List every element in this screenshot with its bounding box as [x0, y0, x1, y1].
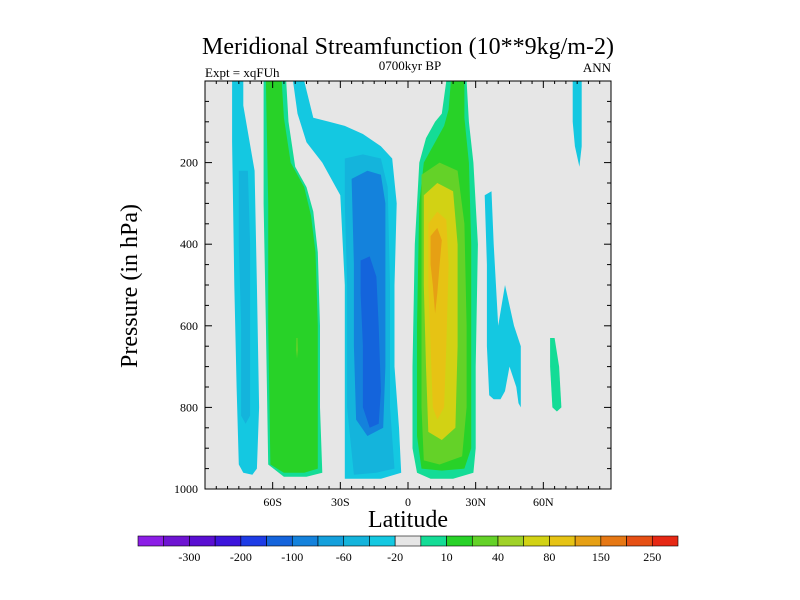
colorbar-swatch: [163, 535, 190, 547]
contour-southern-ferrel-small-speck: [296, 338, 298, 359]
colorbar-label: 10: [441, 550, 453, 564]
y-tick-label: 1000: [174, 482, 198, 496]
colorbar-swatch: [549, 535, 576, 547]
y-tick-label: 600: [180, 319, 198, 333]
colorbar-swatch: [369, 535, 396, 547]
y-axis-label: Pressure (in hPa): [117, 204, 143, 368]
colorbar-label: 250: [643, 550, 661, 564]
chart-title: Meridional Streamfunction (10**9kg/m-2): [202, 34, 614, 60]
colorbar-label: 40: [492, 550, 504, 564]
colorbar-labels: -300 -200 -100 -60 -20 10 40 80 150 250: [178, 550, 661, 564]
colorbar-swatch: [471, 535, 499, 547]
y-tick-label: 200: [180, 156, 198, 170]
subtitle-center: 0700kyr BP: [379, 58, 441, 73]
colorbar-swatch: [497, 535, 525, 547]
colorbar-swatch: [291, 535, 319, 547]
colorbar-swatch: [626, 535, 653, 547]
contour-southern-hadley-core: [360, 256, 381, 428]
contour-northern-ferrel-negative-cell: [484, 191, 521, 408]
colorbar-label: 150: [592, 550, 610, 564]
x-tick-label: 30S: [331, 495, 350, 509]
colorbar-swatch: [446, 535, 473, 547]
colorbar-swatch: [240, 535, 267, 547]
subtitle-left: Expt = xqFUh: [205, 65, 280, 80]
y-axis-ticks: 200 400 600 800 1000: [174, 100, 611, 496]
colorbar-label: -20: [387, 550, 403, 564]
colorbar-label: 80: [543, 550, 555, 564]
colorbar-swatch: [394, 535, 422, 547]
y-tick-label: 400: [180, 237, 198, 251]
contour-regions: [232, 81, 582, 479]
colorbar-swatch: [137, 535, 165, 547]
colorbar-swatch: [420, 535, 447, 547]
colorbar-label: -300: [178, 550, 200, 564]
colorbar-swatch: [574, 535, 602, 547]
colorbar-swatch: [523, 535, 550, 547]
x-tick-label: 60N: [533, 495, 554, 509]
colorbar-label: -100: [281, 550, 303, 564]
x-tick-label: 0: [405, 495, 411, 509]
contour-northern-polar-positive-strip: [572, 81, 582, 167]
colorbar-swatch: [651, 535, 679, 547]
colorbar-swatch: [266, 535, 293, 547]
x-axis-label: Latitude: [368, 507, 448, 533]
y-tick-label: 800: [180, 400, 198, 414]
colorbar-swatch: [600, 535, 627, 547]
contour-southern-polar-core: [238, 170, 251, 424]
x-axis-ticks: 60S 30S 0 30N 60N: [215, 81, 601, 509]
contour-northern-hadley-max: [430, 227, 442, 314]
colorbar-swatch: [189, 535, 216, 547]
colorbar-swatch: [214, 535, 242, 547]
colorbar-label: -60: [336, 550, 352, 564]
subtitle-right: ANN: [583, 60, 612, 75]
colorbar-swatch: [317, 535, 345, 547]
contour-northern-midlat-positive: [550, 338, 562, 412]
colorbar-swatch: [343, 535, 370, 547]
colorbar: [137, 535, 679, 547]
x-tick-label: 30N: [465, 495, 486, 509]
colorbar-label: -200: [230, 550, 252, 564]
contour-southern-ferrel-core: [265, 81, 318, 473]
x-tick-label: 60S: [263, 495, 282, 509]
